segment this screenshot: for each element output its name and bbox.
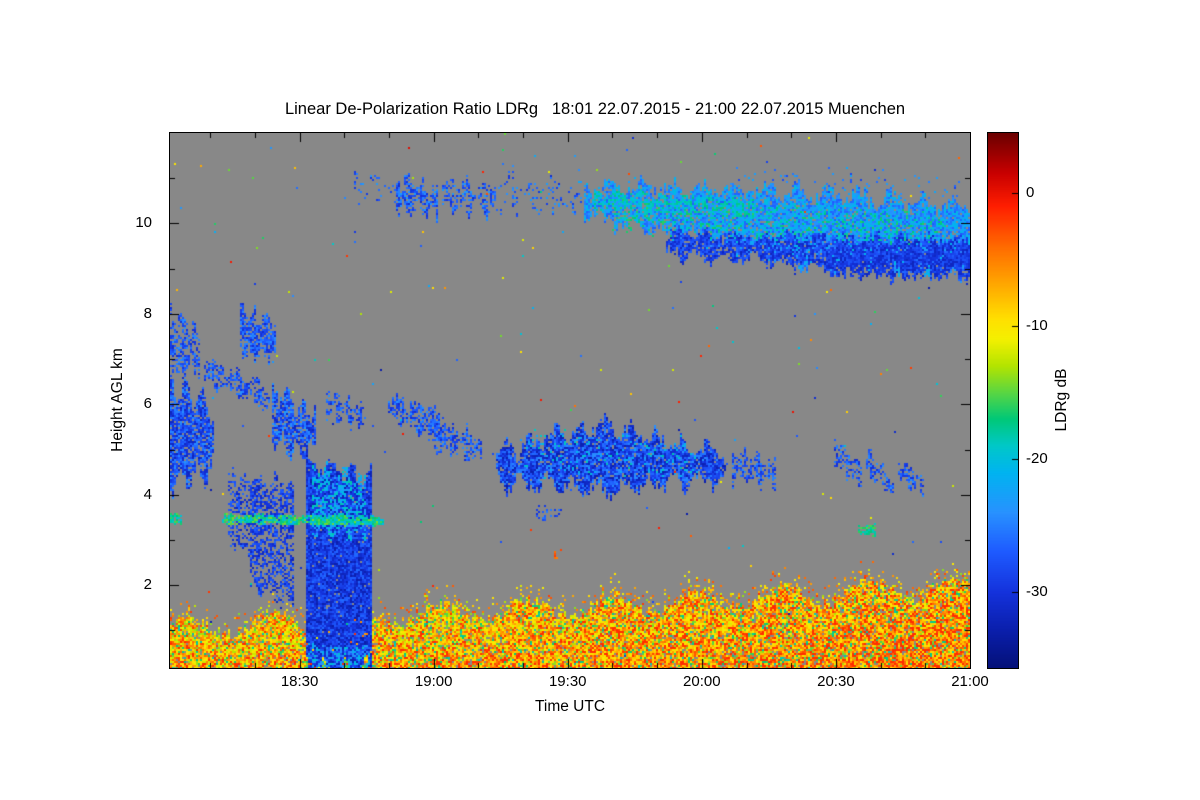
y-tick-label: 8 xyxy=(143,304,152,322)
y-tick-labels: 2 4 6 8 10 xyxy=(100,133,152,668)
x-axis-label: Time UTC xyxy=(534,698,606,715)
y-tick-label: 10 xyxy=(135,214,152,232)
chart-title: Linear De-Polarization Ratio LDRg 18:01 … xyxy=(284,100,906,118)
colorbar-tick-label: 0 xyxy=(1026,183,1035,201)
x-tick-label: 21:00 xyxy=(951,673,989,690)
x-tick-label: 18:30 xyxy=(280,673,319,690)
colorbar-canvas xyxy=(988,133,1018,668)
y-tick-label: 4 xyxy=(143,485,152,503)
y-tick-label: 6 xyxy=(143,395,152,413)
x-tick-label: 20:30 xyxy=(817,673,855,690)
x-tick-label: 19:00 xyxy=(414,673,453,690)
colorbar-tick-label: -30 xyxy=(1026,583,1048,601)
colorbar-tick-label: -20 xyxy=(1026,450,1048,468)
plot-frame xyxy=(169,132,971,669)
x-tick-label: 19:30 xyxy=(548,673,587,690)
colorbar-frame xyxy=(987,132,1019,669)
colorbar-tick-label: -10 xyxy=(1026,316,1048,334)
colorbar-axis-label: LDRg dB xyxy=(1053,368,1070,432)
y-tick-label: 2 xyxy=(143,576,152,594)
colorbar-tick-labels: 0 -10 -20 -30 xyxy=(1026,133,1086,668)
x-tick-label: 20:00 xyxy=(683,673,721,690)
heatmap-canvas xyxy=(170,133,970,668)
x-tick-labels: 18:30 19:00 19:30 20:00 20:30 21:00 xyxy=(170,673,989,695)
